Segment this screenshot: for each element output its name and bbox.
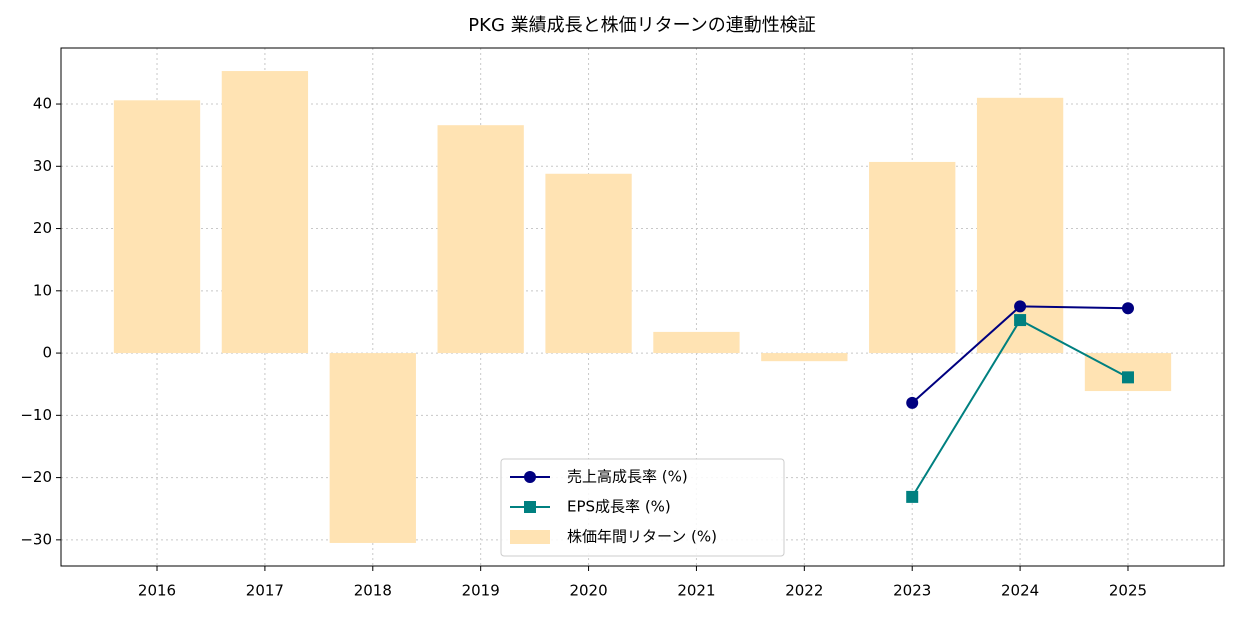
- y-tick-label: −10: [20, 406, 52, 424]
- x-tick-label: 2017: [246, 582, 284, 600]
- bar: [329, 353, 416, 543]
- marker: [524, 501, 536, 513]
- legend-label: EPS成長率 (%): [567, 498, 671, 516]
- x-tick-label: 2021: [677, 582, 715, 600]
- x-tick-label: 2018: [354, 582, 392, 600]
- marker: [524, 471, 536, 483]
- bar: [869, 161, 956, 354]
- bar: [113, 100, 201, 354]
- marker: [1014, 314, 1027, 327]
- legend-label: 株価年間リターン (%): [567, 528, 717, 546]
- bar: [761, 353, 848, 362]
- y-tick-label: −20: [20, 468, 52, 486]
- x-tick-label: 2016: [138, 582, 176, 600]
- y-tick-label: 10: [33, 281, 52, 299]
- marker: [1121, 371, 1134, 384]
- x-tick-label: 2022: [785, 582, 823, 600]
- y-tick-label: 30: [33, 157, 52, 175]
- legend-label: 売上高成長率 (%): [567, 468, 688, 486]
- plot-frame: [60, 47, 1225, 567]
- x-tick-label: 2020: [569, 582, 607, 600]
- marker: [1014, 300, 1027, 313]
- legend-swatch: [510, 530, 550, 544]
- bar: [653, 331, 740, 354]
- bar: [221, 71, 309, 354]
- x-tick-label: 2025: [1109, 582, 1147, 600]
- marker: [1121, 302, 1134, 315]
- chart-title: PKG 業績成長と株価リターンの連動性検証: [468, 15, 815, 36]
- marker: [906, 490, 919, 503]
- y-tick-label: 0: [42, 344, 52, 362]
- x-tick-label: 2023: [893, 582, 931, 600]
- y-tick-label: −30: [20, 530, 52, 548]
- x-tick-label: 2024: [1001, 582, 1039, 600]
- bar: [545, 173, 632, 354]
- y-tick-label: 20: [33, 219, 52, 237]
- y-tick-label: 40: [33, 95, 52, 113]
- legend: 売上高成長率 (%) EPS成長率 (%) 株価年間リターン (%): [500, 458, 785, 557]
- bar: [437, 125, 524, 354]
- legend-box: [500, 458, 785, 557]
- marker: [906, 396, 919, 409]
- x-tick-label: 2019: [462, 582, 500, 600]
